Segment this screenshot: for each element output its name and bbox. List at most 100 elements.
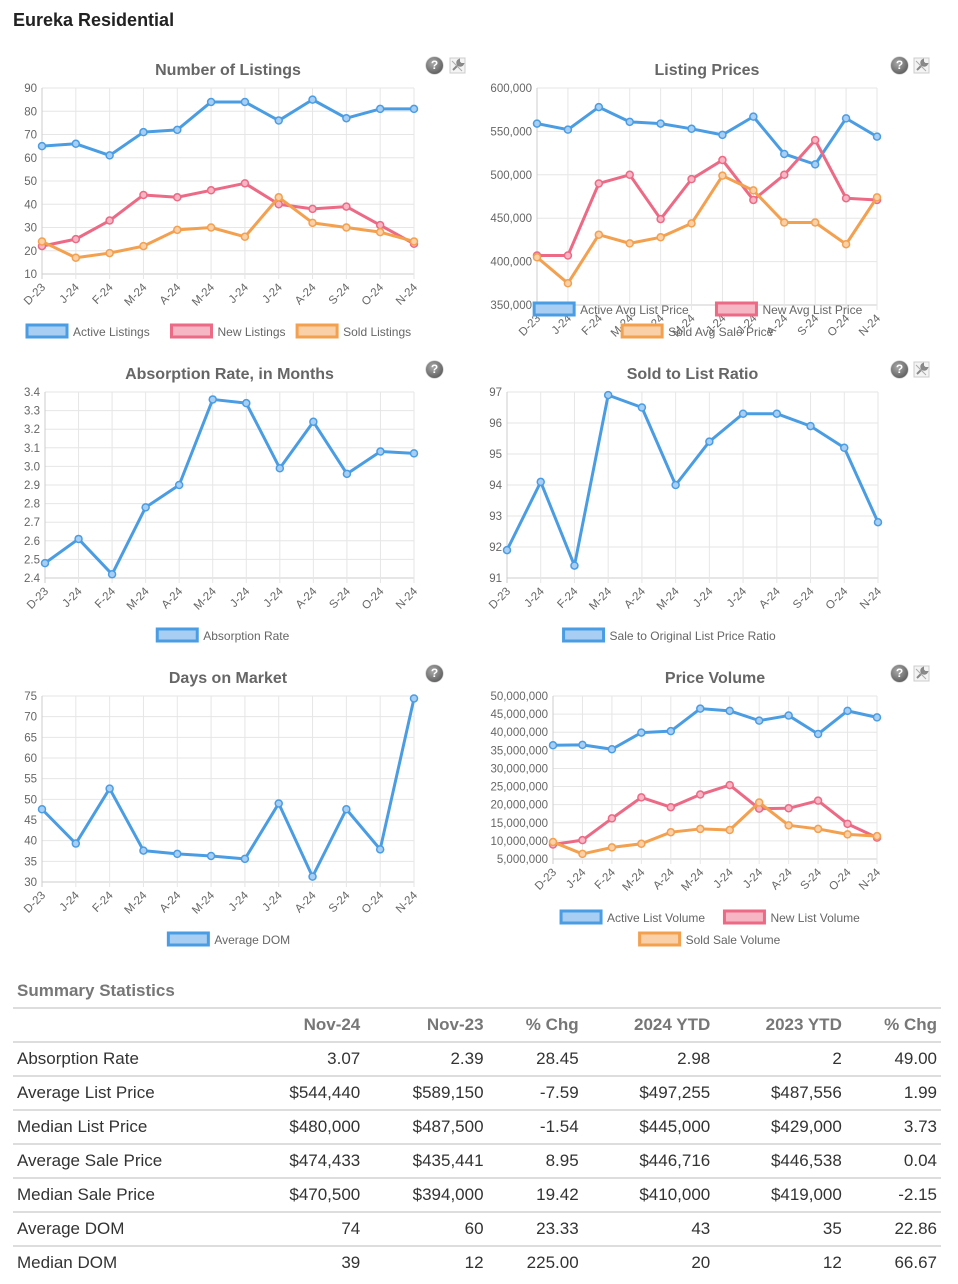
data-point[interactable]	[749, 186, 758, 195]
data-point[interactable]	[409, 104, 419, 114]
data-point[interactable]	[637, 839, 646, 849]
data-point[interactable]	[139, 127, 148, 137]
data-point[interactable]	[105, 216, 114, 225]
data-point[interactable]	[309, 417, 318, 427]
data-point[interactable]	[754, 798, 764, 807]
data-point[interactable]	[656, 214, 665, 224]
data-point[interactable]	[37, 141, 47, 151]
data-point[interactable]	[578, 849, 587, 859]
data-point[interactable]	[810, 160, 820, 169]
data-point[interactable]	[37, 805, 47, 814]
data-point[interactable]	[563, 125, 573, 134]
data-point[interactable]	[810, 218, 820, 227]
data-point[interactable]	[873, 517, 883, 527]
data-point[interactable]	[375, 220, 385, 230]
data-point[interactable]	[872, 132, 882, 141]
data-point[interactable]	[342, 202, 351, 211]
data-point[interactable]	[274, 116, 283, 125]
data-point[interactable]	[780, 218, 789, 227]
data-point[interactable]	[725, 706, 734, 716]
data-point[interactable]	[843, 830, 852, 839]
data-point[interactable]	[843, 819, 852, 829]
data-point[interactable]	[375, 845, 385, 854]
data-point[interactable]	[666, 726, 676, 736]
data-point[interactable]	[625, 170, 634, 180]
data-point[interactable]	[308, 204, 317, 214]
help-icon[interactable]: ?	[426, 57, 443, 74]
data-point[interactable]	[240, 179, 250, 188]
data-point[interactable]	[240, 232, 250, 242]
data-point[interactable]	[375, 227, 385, 237]
data-point[interactable]	[656, 119, 665, 128]
data-point[interactable]	[872, 831, 882, 841]
data-point[interactable]	[637, 728, 646, 737]
help-icon[interactable]: ?	[891, 57, 908, 74]
help-icon[interactable]: ?	[891, 361, 908, 378]
data-point[interactable]	[687, 219, 696, 228]
legend-item[interactable]: New Avg List Price	[714, 301, 863, 317]
data-point[interactable]	[206, 223, 216, 232]
data-point[interactable]	[308, 218, 317, 228]
data-point[interactable]	[749, 112, 758, 121]
data-point[interactable]	[409, 237, 419, 246]
data-point[interactable]	[548, 741, 558, 750]
data-point[interactable]	[548, 837, 558, 847]
data-point[interactable]	[843, 706, 852, 716]
data-point[interactable]	[872, 193, 882, 202]
data-point[interactable]	[754, 716, 764, 725]
data-point[interactable]	[208, 395, 217, 404]
help-icon[interactable]: ?	[426, 665, 443, 682]
data-point[interactable]	[841, 239, 851, 249]
data-point[interactable]	[810, 135, 820, 145]
data-point[interactable]	[563, 279, 573, 288]
data-point[interactable]	[173, 125, 182, 135]
data-point[interactable]	[139, 241, 148, 251]
data-point[interactable]	[532, 119, 542, 128]
data-point[interactable]	[872, 713, 882, 722]
data-point[interactable]	[375, 104, 385, 114]
data-point[interactable]	[206, 186, 216, 195]
data-point[interactable]	[784, 711, 793, 720]
data-point[interactable]	[725, 780, 734, 790]
wrench-icon[interactable]	[449, 57, 466, 74]
help-icon[interactable]: ?	[426, 361, 443, 378]
legend-item[interactable]: Active List Volume	[559, 909, 705, 925]
data-point[interactable]	[625, 117, 634, 127]
data-point[interactable]	[813, 796, 823, 805]
data-point[interactable]	[274, 193, 283, 202]
data-point[interactable]	[74, 534, 83, 544]
data-point[interactable]	[139, 190, 148, 200]
data-point[interactable]	[625, 239, 634, 248]
data-point[interactable]	[603, 390, 613, 400]
data-point[interactable]	[738, 409, 748, 418]
data-point[interactable]	[725, 825, 734, 835]
data-point[interactable]	[173, 225, 182, 235]
data-point[interactable]	[342, 805, 351, 814]
legend-item[interactable]: Active Listings	[25, 323, 150, 339]
legend-item[interactable]: Sold Avg Sale Price	[620, 323, 774, 339]
data-point[interactable]	[536, 477, 545, 487]
legend-item[interactable]: Active Avg List Price	[532, 301, 689, 317]
data-point[interactable]	[718, 171, 727, 180]
data-point[interactable]	[107, 570, 117, 579]
data-point[interactable]	[71, 139, 81, 149]
data-point[interactable]	[376, 447, 385, 456]
data-point[interactable]	[105, 248, 114, 258]
data-point[interactable]	[813, 824, 823, 834]
data-point[interactable]	[696, 790, 705, 799]
data-point[interactable]	[656, 233, 665, 242]
legend-item[interactable]: Sold Listings	[295, 323, 411, 339]
data-point[interactable]	[240, 854, 250, 864]
data-point[interactable]	[594, 179, 604, 188]
data-point[interactable]	[105, 151, 114, 160]
data-point[interactable]	[578, 740, 587, 750]
legend-item[interactable]: Sold Sale Volume	[638, 931, 781, 947]
data-point[interactable]	[141, 503, 150, 512]
data-point[interactable]	[840, 443, 849, 453]
legend-item[interactable]: New Listings	[170, 323, 286, 339]
data-point[interactable]	[40, 558, 50, 568]
data-point[interactable]	[71, 839, 81, 848]
data-point[interactable]	[718, 130, 727, 140]
data-point[interactable]	[578, 835, 587, 845]
data-point[interactable]	[342, 469, 352, 479]
